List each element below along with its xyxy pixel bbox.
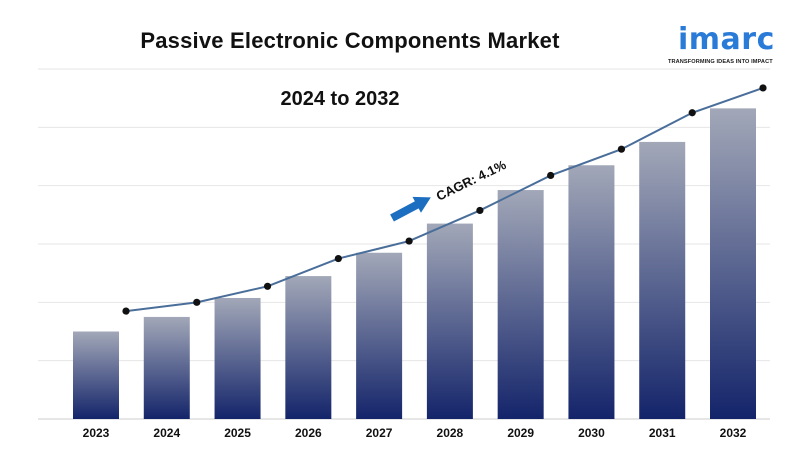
x-tick-2025: 2025 (224, 426, 251, 440)
x-tick-2023: 2023 (83, 426, 110, 440)
cagr-annotation: CAGR: 4.1% (434, 157, 509, 204)
logo-tagline: TRANSFORMING IDEAS INTO IMPACT (668, 59, 773, 65)
cagr-arrow (390, 196, 431, 222)
trend-point-2031 (688, 109, 696, 117)
bars (73, 108, 756, 419)
trend-point-2024 (193, 298, 201, 306)
x-tick-2024: 2024 (153, 426, 180, 440)
x-axis-ticks: 2023 2024 2025 2026 2027 2028 2029 2030 2031 2032 (83, 426, 747, 440)
bar-2026 (285, 276, 332, 419)
trend-point-2027 (405, 237, 413, 245)
bar-2030 (568, 165, 615, 419)
chart-title: Passive Electronic Components Market (140, 28, 560, 53)
bar-2025 (214, 297, 261, 419)
bar-2028 (426, 223, 473, 419)
x-tick-2032: 2032 (720, 426, 747, 440)
trend-point-2028 (476, 206, 484, 215)
chart-subtitle: 2024 to 2032 (280, 88, 400, 110)
trend-line (125, 87, 764, 313)
bar-2031 (639, 141, 686, 419)
x-tick-2031: 2031 (649, 426, 676, 440)
trend-point-2026 (334, 254, 342, 263)
trend-point-2030 (617, 145, 626, 153)
bar-2024 (143, 316, 190, 419)
trend-point-2023 (122, 307, 130, 315)
x-tick-2029: 2029 (507, 426, 534, 440)
bar-2027 (356, 252, 403, 419)
x-tick-2030: 2030 (578, 426, 605, 440)
x-tick-2026: 2026 (295, 426, 322, 440)
x-tick-2027: 2027 (366, 426, 393, 440)
bar-2023 (73, 331, 119, 419)
trend-markers (122, 84, 767, 315)
trend-point-2025 (263, 282, 272, 290)
trend-polyline (125, 87, 764, 313)
logo-wordmark: imarc (678, 22, 775, 57)
x-tick-2028: 2028 (437, 426, 464, 440)
bar-2032 (710, 108, 756, 419)
imarc-logo: imarc TRANSFORMING IDEAS INTO IMPACT (668, 14, 788, 70)
trend-point-2029 (547, 171, 555, 180)
bar-2029 (497, 190, 544, 419)
trend-point-2032 (759, 84, 767, 92)
